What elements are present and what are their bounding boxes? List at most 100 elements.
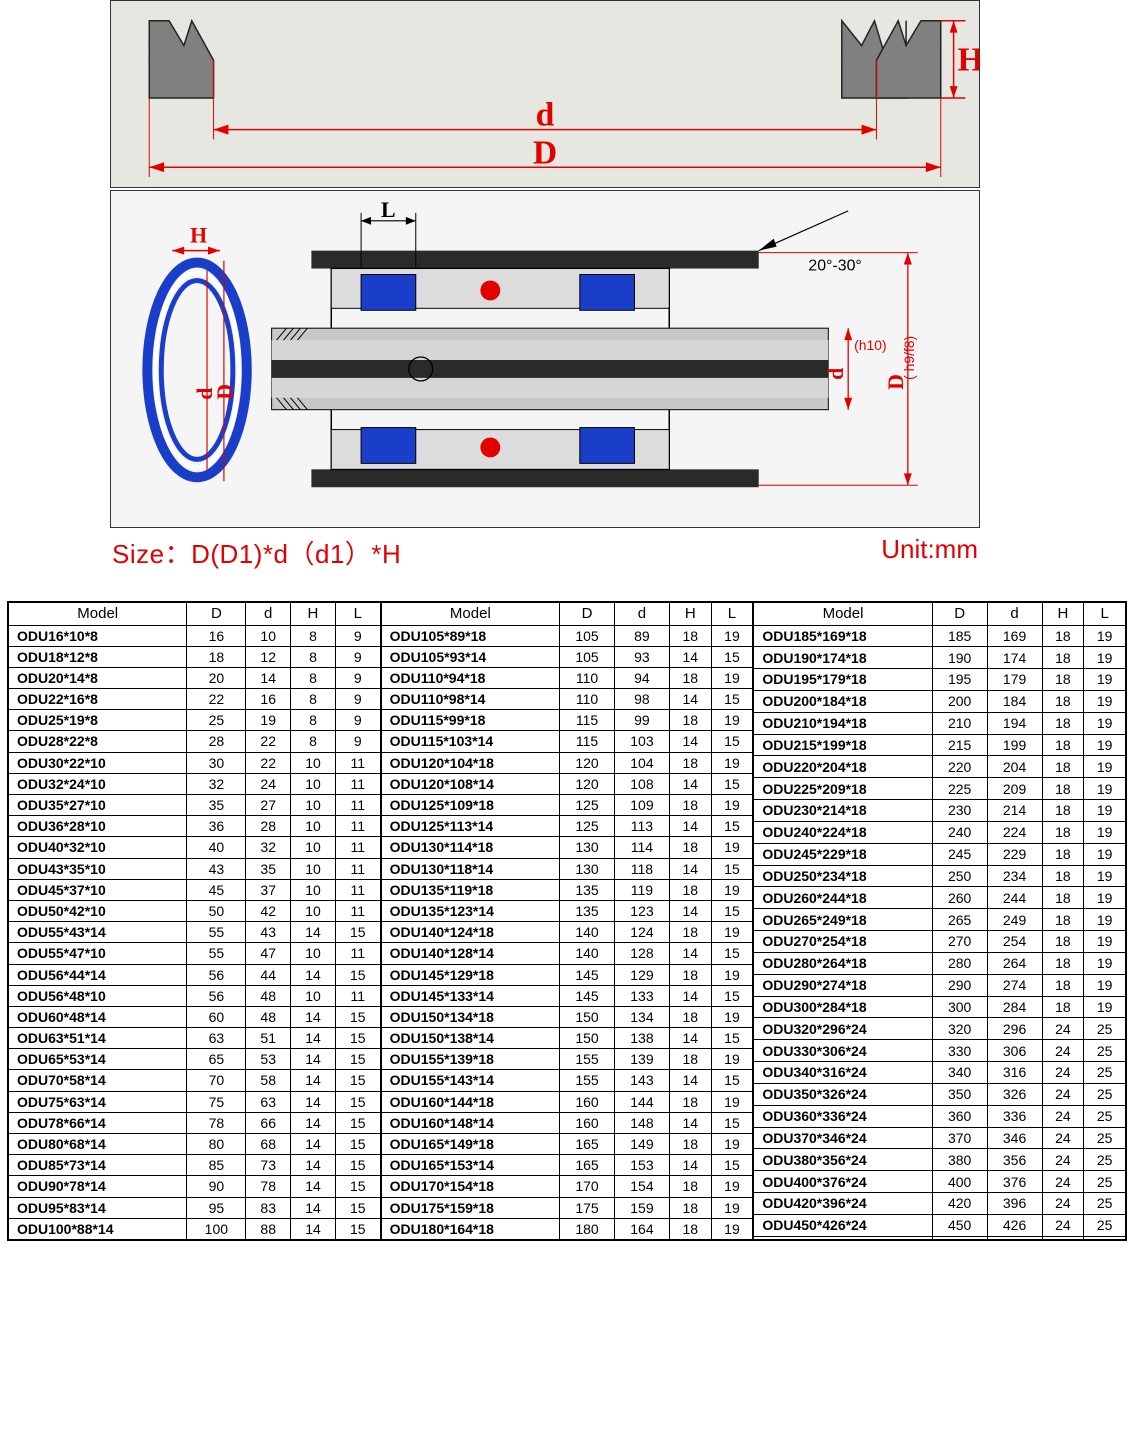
- cell-model: ODU28*22*8: [9, 731, 187, 752]
- cell-value: 40: [187, 837, 246, 858]
- table-row: ODU185*169*181851691819: [754, 625, 1126, 647]
- cell-value: 9: [335, 731, 380, 752]
- cell-value: 174: [987, 647, 1042, 669]
- table-row: ODU120*104*181201041819: [381, 752, 753, 773]
- cell-value: 19: [246, 710, 291, 731]
- spec-table-3: ModelDdHLODU185*169*181851691819ODU190*1…: [753, 602, 1126, 1240]
- cell-value: 123: [614, 900, 669, 921]
- cell-value: 60: [187, 1006, 246, 1027]
- cell-value: 260: [932, 887, 987, 909]
- cell-value: 18: [669, 1218, 711, 1239]
- cell-value: 224: [987, 821, 1042, 843]
- cell-value: 105: [560, 646, 615, 667]
- label-d3: d: [824, 368, 848, 380]
- cell-model: ODU330*306*24: [754, 1040, 932, 1062]
- cell-model: ODU85*73*14: [9, 1155, 187, 1176]
- cell-value: 15: [711, 985, 753, 1006]
- cell-value: 27: [246, 795, 291, 816]
- table-row: ODU150*138*141501381415: [381, 1028, 753, 1049]
- cell-model: ODU78*66*14: [9, 1112, 187, 1133]
- table-row: ODU28*22*8282289: [9, 731, 381, 752]
- cell-value: 336: [987, 1105, 1042, 1127]
- cell-value: 360: [932, 1105, 987, 1127]
- cell-value: 143: [614, 1070, 669, 1091]
- cell-value: 19: [711, 1091, 753, 1112]
- table-row: ODU240*224*182402241819: [754, 821, 1126, 843]
- table-row: ODU160*144*181601441819: [381, 1091, 753, 1112]
- cell-model: ODU145*133*14: [381, 985, 559, 1006]
- cell-value: 15: [711, 858, 753, 879]
- cell-value: 73: [246, 1155, 291, 1176]
- cell-value: 128: [614, 943, 669, 964]
- cell-model: ODU290*274*18: [754, 974, 932, 996]
- cell-value: 10: [246, 625, 291, 646]
- table-row: ODU78*66*1478661415: [9, 1112, 381, 1133]
- cell-value: 94: [614, 667, 669, 688]
- cell-value: 19: [711, 795, 753, 816]
- cell-value: 14: [669, 1112, 711, 1133]
- cell-model: ODU340*316*24: [754, 1062, 932, 1084]
- cell-value: 10: [291, 752, 336, 773]
- cell-value: 22: [187, 689, 246, 710]
- cell-value: 154: [614, 1176, 669, 1197]
- cell-value: 204: [987, 756, 1042, 778]
- cell-value: 25: [1084, 1171, 1126, 1193]
- cell-value: 19: [711, 710, 753, 731]
- cell-value: 18: [1042, 996, 1084, 1018]
- cell-value: 19: [1084, 887, 1126, 909]
- spec-table-2: ModelDdHLODU105*89*18105891819ODU105*93*…: [381, 602, 754, 1240]
- cell-value: 19: [1084, 625, 1126, 647]
- table-row: ODU110*98*14110981415: [381, 689, 753, 710]
- cell-model: ODU155*143*14: [381, 1070, 559, 1091]
- cell-value: 18: [1042, 821, 1084, 843]
- cell-model: ODU145*129*18: [381, 964, 559, 985]
- cell-value: 19: [1084, 712, 1126, 734]
- cell-value: 43: [246, 922, 291, 943]
- table-row: ODU25*19*8251989: [9, 710, 381, 731]
- cell-value: 24: [1042, 1083, 1084, 1105]
- cell-value: 160: [560, 1091, 615, 1112]
- cell-value: 18: [669, 1091, 711, 1112]
- cell-value: 63: [187, 1028, 246, 1049]
- cell-model: ODU80*68*14: [9, 1134, 187, 1155]
- cell-value: 18: [1042, 690, 1084, 712]
- cell-value: 11: [335, 879, 380, 900]
- cell-value: 28: [246, 816, 291, 837]
- cell-value: 19: [711, 1176, 753, 1197]
- cell-value: 22: [246, 731, 291, 752]
- table-row: ODU225*209*182252091819: [754, 778, 1126, 800]
- cell-value: 55: [187, 943, 246, 964]
- cell-value: 18: [669, 1134, 711, 1155]
- table-row: ODU110*94*18110941819: [381, 667, 753, 688]
- cell-value: 19: [711, 1218, 753, 1239]
- cell-value: 10: [291, 943, 336, 964]
- cell-value: 145: [560, 985, 615, 1006]
- cell-value: 24: [1042, 1127, 1084, 1149]
- cell-model: ODU95*83*14: [9, 1197, 187, 1218]
- cell-value: 124: [614, 922, 669, 943]
- table-row: ODU250*234*182502341819: [754, 865, 1126, 887]
- cell-value: 145: [560, 964, 615, 985]
- cell-model: ODU350*326*24: [754, 1083, 932, 1105]
- cell-value: 229: [987, 843, 1042, 865]
- cell-value: 264: [987, 952, 1042, 974]
- table-row: ODU200*184*182001841819: [754, 690, 1126, 712]
- cell-value: 14: [246, 667, 291, 688]
- table-row: ODU35*27*1035271011: [9, 795, 381, 816]
- cell-value: 109: [614, 795, 669, 816]
- cell-value: 53: [246, 1049, 291, 1070]
- table-row: ODU85*73*1485731415: [9, 1155, 381, 1176]
- cell-value: 10: [291, 985, 336, 1006]
- cell-value: 165: [560, 1155, 615, 1176]
- table-row: ODU56*44*1456441415: [9, 964, 381, 985]
- cell-value: 19: [1084, 800, 1126, 822]
- cell-value: 8: [291, 689, 336, 710]
- cell-value: 44: [246, 964, 291, 985]
- cell-model: ODU155*139*18: [381, 1049, 559, 1070]
- cell-model: ODU160*144*18: [381, 1091, 559, 1112]
- cell-value: 65: [187, 1049, 246, 1070]
- cell-value: 63: [246, 1091, 291, 1112]
- table-row: ODU320*296*243202962425: [754, 1018, 1126, 1040]
- cell-model: ODU140*128*14: [381, 943, 559, 964]
- table-row: ODU300*284*183002841819: [754, 996, 1126, 1018]
